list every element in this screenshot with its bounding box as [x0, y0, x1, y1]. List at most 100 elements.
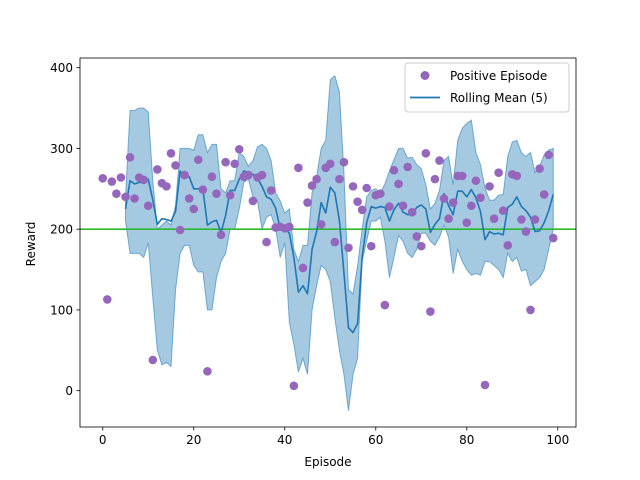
positive-episode-point [412, 232, 422, 241]
positive-episode-point [521, 227, 531, 236]
positive-episode-point [189, 204, 199, 214]
rolling-mean-band [125, 74, 554, 411]
plot-frame [79, 57, 577, 428]
positive-episode-point [139, 175, 149, 185]
positive-episode-point [462, 218, 472, 228]
positive-episode-point [175, 225, 185, 235]
positive-episode-point [407, 207, 417, 217]
positive-episode-point [330, 237, 340, 247]
positive-episode-point [162, 182, 171, 191]
legend-label-positive-episode: Positive Episode [450, 69, 547, 83]
positive-episode-point [448, 198, 458, 207]
y-tick-label: 400 [50, 61, 73, 75]
x-axis-label: Episode [304, 455, 351, 469]
positive-episode-point [385, 202, 394, 211]
positive-episode-point [121, 192, 130, 202]
positive-episode-point [512, 171, 522, 181]
positive-episode-point [257, 170, 267, 180]
positive-episode-point [289, 381, 299, 391]
positive-episode-point [489, 214, 499, 223]
positive-episode-point [153, 165, 162, 174]
positive-episode-point [230, 159, 240, 169]
x-tick-label: 80 [459, 433, 474, 447]
x-tick-label: 0 [99, 433, 107, 447]
positive-episode-point [517, 215, 526, 224]
positive-episode-point [394, 179, 403, 189]
positive-episode-point [285, 222, 294, 232]
positive-episode-point [544, 150, 553, 160]
positive-episode-point [244, 170, 253, 180]
positive-episode-point [248, 196, 258, 206]
positive-episode-point [494, 168, 503, 177]
positive-episode-point [234, 144, 244, 154]
positive-episode-point [307, 181, 317, 190]
y-tick-label: 200 [50, 223, 73, 237]
positive-episode-point [430, 174, 440, 184]
positive-episode-point [180, 170, 189, 180]
x-axis: 0 20 40 60 80 100 [99, 427, 569, 447]
positive-episode-points-layer [98, 144, 558, 391]
positive-episode-point [166, 148, 176, 158]
rolling-mean-band-layer [125, 74, 554, 411]
positive-episode-point [216, 230, 226, 240]
positive-episode-point [416, 241, 426, 251]
positive-episode-point [221, 157, 230, 167]
x-tick-label: 100 [546, 433, 569, 447]
positive-episode-point [362, 183, 371, 193]
legend-marker-positive-episode [420, 71, 430, 80]
x-tick-label: 20 [186, 433, 201, 447]
rolling-mean-line-layer [124, 170, 555, 334]
positive-episode-point [539, 190, 549, 199]
y-tick-label: 100 [50, 303, 73, 317]
positive-episode-point [148, 355, 158, 365]
positive-episode-point [198, 185, 208, 194]
positive-episode-point [485, 182, 494, 191]
positive-episode-point [366, 241, 376, 251]
positive-episode-point [467, 201, 476, 211]
positive-episode-point [526, 305, 535, 315]
positive-episode-point [344, 243, 353, 253]
positive-episode-point [548, 233, 558, 243]
rolling-mean-line [124, 170, 555, 334]
positive-episode-point [339, 157, 349, 167]
positive-episode-point [107, 177, 117, 186]
positive-episode-point [480, 380, 490, 390]
positive-episode-point [194, 155, 203, 165]
positive-episode-point [325, 159, 335, 169]
positive-episode-point [294, 163, 303, 173]
x-tick-label: 40 [277, 433, 292, 447]
positive-episode-point [207, 172, 217, 181]
positive-episode-point [530, 215, 540, 224]
positive-episode-point [439, 194, 449, 203]
positive-episode-point [225, 190, 235, 200]
positive-episode-point [353, 197, 362, 207]
positive-episode-point [184, 194, 194, 203]
positive-episode-point [498, 206, 508, 215]
positive-episode-point [476, 193, 485, 202]
positive-episode-point [389, 165, 399, 175]
positive-episode-point [535, 164, 544, 173]
x-tick-label: 60 [368, 433, 383, 447]
positive-episode-point [398, 201, 408, 211]
positive-episode-point [262, 237, 271, 247]
positive-episode-point [98, 174, 108, 183]
positive-episode-point [376, 189, 385, 198]
positive-episode-point [312, 174, 321, 184]
y-tick-label: 0 [65, 384, 73, 398]
positive-episode-point [348, 182, 358, 191]
y-axis-label: Reward [24, 222, 38, 267]
positive-episode-point [403, 162, 412, 172]
positive-episode-point [335, 174, 344, 184]
positive-episode-point [471, 176, 481, 186]
positive-episode-point [426, 307, 435, 316]
positive-episode-point [444, 214, 453, 223]
positive-episode-point [203, 366, 212, 376]
positive-episode-point [266, 186, 276, 195]
positive-episode-point [125, 153, 135, 162]
positive-episode-point [212, 189, 221, 198]
positive-episode-point [130, 194, 139, 203]
positive-episode-point [435, 156, 444, 165]
y-tick-label: 300 [50, 142, 73, 156]
legend: Positive Episode Rolling Mean (5) [404, 62, 570, 113]
